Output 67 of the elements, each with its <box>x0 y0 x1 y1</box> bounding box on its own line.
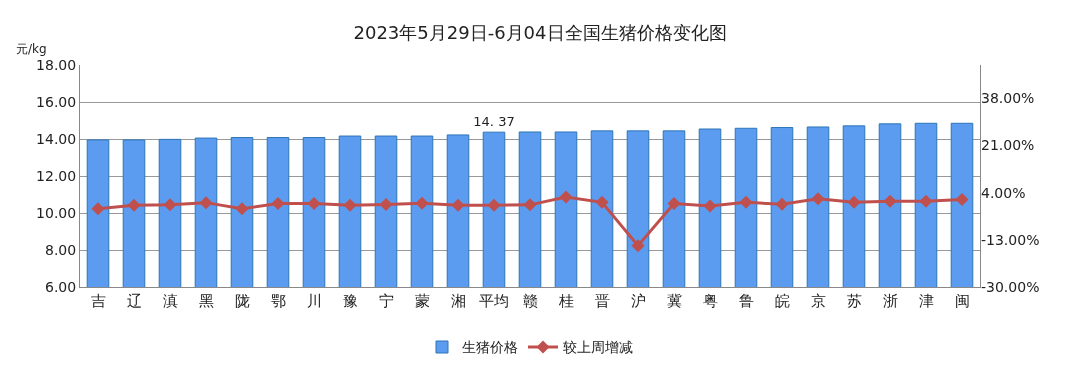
point <box>631 239 645 253</box>
y-tick-label: 8.00 <box>45 241 77 258</box>
point <box>127 198 141 212</box>
x-tick-label: 沪 <box>630 292 646 310</box>
chart-title: 2023年5月29日-6月04日全国生猪价格变化图 <box>353 21 727 43</box>
x-tick-label: 京 <box>810 292 826 310</box>
x-tick-label: 冀 <box>666 292 682 310</box>
point <box>343 198 357 212</box>
point <box>307 196 321 210</box>
y-tick-label: 12.00 <box>36 167 77 184</box>
x-tick-label: 豫 <box>342 292 358 310</box>
x-tick-label: 吉 <box>90 292 106 310</box>
x-tick-label: 陇 <box>234 292 250 310</box>
y2-tick-label: 21.00% <box>981 137 1035 154</box>
point <box>451 198 465 212</box>
x-tick-label: 津 <box>918 292 934 310</box>
y2-tick-label: -13.00% <box>981 231 1040 248</box>
y-tick-label: 18.00 <box>36 56 77 73</box>
point <box>775 197 789 211</box>
point <box>271 196 285 210</box>
point <box>811 192 825 206</box>
x-tick-label: 湘 <box>450 292 466 310</box>
point <box>703 199 717 213</box>
x-tick-label: 辽 <box>126 292 142 310</box>
x-tick-label: 平均 <box>479 292 509 310</box>
y-tick-label: 14.00 <box>36 130 77 147</box>
point <box>667 196 681 210</box>
y2-tick-label: 4.00% <box>981 184 1026 201</box>
x-tick-label: 川 <box>306 292 322 310</box>
point <box>379 198 393 212</box>
point <box>199 196 213 210</box>
y-tick-label: 10.00 <box>36 204 77 221</box>
x-tick-label: 赣 <box>522 292 538 310</box>
point <box>91 202 105 216</box>
x-tick-label: 蒙 <box>414 292 430 310</box>
x-tick-label: 皖 <box>774 292 790 310</box>
point <box>847 195 861 209</box>
point <box>739 195 753 209</box>
x-tick-label: 粤 <box>702 292 718 310</box>
point <box>487 198 501 212</box>
y2-tick-label: -30.00% <box>981 278 1040 295</box>
x-tick-label: 桂 <box>557 292 574 310</box>
y2-tick-label: 38.00% <box>981 90 1035 107</box>
x-tick-label: 鄂 <box>270 292 286 310</box>
point <box>919 194 933 208</box>
point <box>415 196 429 210</box>
point <box>559 190 573 204</box>
point <box>955 193 969 207</box>
data-label: 14. 37 <box>473 114 515 130</box>
x-tick-label: 滇 <box>162 292 178 310</box>
x-tick-label: 黑 <box>198 292 214 310</box>
y-axis-title: 元/kg <box>16 42 47 56</box>
y-tick-label: 16.00 <box>36 93 77 110</box>
y-tick-label: 6.00 <box>45 278 77 295</box>
x-tick-label: 闽 <box>954 292 970 310</box>
x-tick-label: 浙 <box>882 292 898 310</box>
point <box>523 198 537 212</box>
point <box>595 195 609 209</box>
legend-label: 较上周增减 <box>563 339 633 356</box>
x-tick-label: 苏 <box>846 292 862 310</box>
x-tick-label: 晋 <box>594 292 610 310</box>
point <box>235 202 249 216</box>
point <box>163 198 177 212</box>
x-tick-label: 宁 <box>378 292 394 310</box>
legend-label: 生猪价格 <box>462 339 518 356</box>
x-tick-label: 鲁 <box>738 292 754 310</box>
point <box>883 194 897 208</box>
